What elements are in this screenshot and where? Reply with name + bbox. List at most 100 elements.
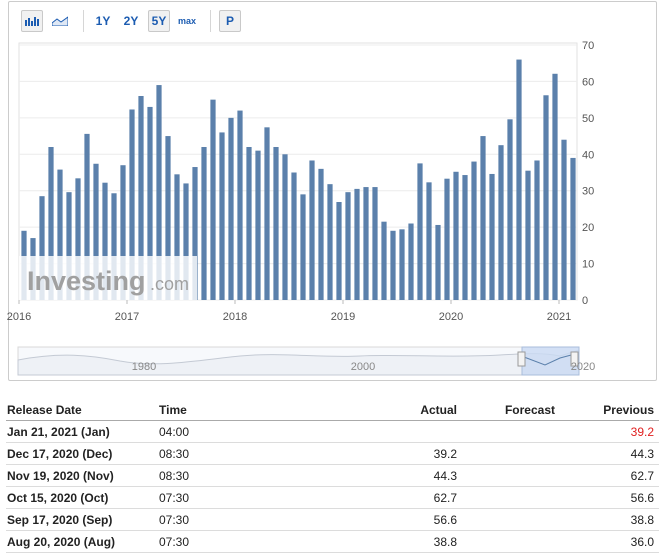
range-5y-button[interactable]: 5Y (148, 10, 170, 32)
bar[interactable] (192, 167, 198, 300)
navigator-label-2000: 2000 (351, 361, 375, 373)
range-2y-button[interactable]: 2Y (123, 14, 139, 28)
bar[interactable] (219, 132, 225, 300)
bar[interactable] (543, 95, 549, 301)
bar[interactable] (129, 109, 135, 300)
header-release-date[interactable]: Release Date (7, 402, 82, 417)
bar[interactable] (399, 229, 405, 300)
y-tick-label: 50 (582, 113, 594, 125)
bar[interactable] (246, 147, 252, 300)
bar[interactable] (462, 175, 468, 300)
bar[interactable] (327, 184, 333, 300)
release-date: Jan 21, 2021 (Jan) (7, 424, 110, 439)
bar[interactable] (156, 85, 162, 300)
previous-value: 56.6 (630, 490, 654, 505)
bar[interactable] (354, 188, 360, 300)
x-tick-label: 2021 (547, 311, 571, 323)
bar[interactable] (273, 147, 279, 300)
print-button[interactable]: P (219, 10, 241, 32)
range-max-button[interactable]: max (177, 16, 196, 26)
bar[interactable] (228, 117, 234, 300)
navigator-right-handle[interactable] (570, 351, 579, 367)
bar[interactable] (75, 178, 81, 300)
bar[interactable] (300, 194, 306, 300)
x-tick-label: 2016 (7, 311, 31, 323)
actual-value: 38.8 (433, 534, 457, 549)
bar[interactable] (147, 106, 153, 300)
bar[interactable] (372, 187, 378, 300)
bar[interactable] (39, 196, 45, 300)
bar[interactable] (183, 183, 189, 300)
bar[interactable] (417, 163, 423, 300)
header-previous[interactable]: Previous (603, 402, 654, 417)
bar[interactable] (165, 136, 171, 300)
bar[interactable] (453, 171, 459, 300)
bar-chart-icon[interactable] (21, 10, 43, 32)
release-date: Oct 15, 2020 (Oct) (7, 490, 109, 505)
area-chart-icon[interactable] (49, 10, 71, 32)
watermark-text: Investing (27, 266, 146, 296)
table-row: Sep 17, 2020 (Sep) 07:30 56.6 38.8 (6, 509, 659, 531)
range-navigator[interactable]: 1980 2000 2020 (17, 346, 595, 376)
bar[interactable] (363, 187, 369, 300)
bar[interactable] (282, 154, 288, 300)
navigator-label-1980: 1980 (132, 361, 156, 373)
bar[interactable] (345, 192, 351, 300)
bar[interactable] (84, 133, 90, 300)
bar[interactable] (93, 163, 99, 300)
bar[interactable] (570, 157, 576, 300)
y-tick-label: 70 (582, 40, 594, 52)
bar[interactable] (255, 150, 261, 300)
bar[interactable] (336, 202, 342, 300)
previous-value: 44.3 (630, 446, 654, 461)
bar[interactable] (201, 147, 207, 300)
bar[interactable] (498, 145, 504, 300)
actual-value: 56.6 (433, 512, 457, 527)
table-row: Aug 20, 2020 (Aug) 07:30 38.8 36.0 (6, 531, 659, 553)
bar[interactable] (534, 160, 540, 300)
bar[interactable] (381, 221, 387, 300)
bar[interactable] (120, 165, 126, 300)
bar[interactable] (291, 172, 297, 301)
release-time: 07:30 (159, 512, 190, 527)
bar[interactable] (57, 169, 63, 300)
bar[interactable] (408, 223, 414, 301)
bar[interactable] (444, 178, 450, 300)
bar[interactable] (48, 147, 54, 300)
bar[interactable] (210, 99, 216, 301)
bar[interactable] (516, 59, 522, 301)
header-forecast[interactable]: Forecast (504, 402, 555, 417)
bar[interactable] (525, 170, 531, 300)
bar[interactable] (435, 224, 441, 300)
bar[interactable] (480, 136, 486, 300)
bar[interactable] (471, 161, 477, 300)
previous-value: 39.2 (630, 424, 654, 439)
bar[interactable] (390, 230, 396, 300)
y-tick-label: 10 (582, 259, 594, 271)
x-axis: 2016 2017 2018 2019 2020 2021 (7, 300, 571, 323)
y-tick-label: 40 (582, 149, 594, 161)
bar[interactable] (237, 110, 243, 300)
release-date: Dec 17, 2020 (Dec) (7, 446, 113, 461)
toolbar-divider (210, 10, 211, 32)
bar[interactable] (264, 127, 270, 300)
area-chart-glyph (52, 16, 68, 26)
bar[interactable] (111, 193, 117, 300)
bar[interactable] (318, 168, 324, 300)
bar[interactable] (507, 119, 513, 300)
x-tick-label: 2020 (439, 311, 463, 323)
navigator-left-handle[interactable] (517, 351, 526, 367)
bar[interactable] (102, 182, 108, 300)
bar[interactable] (66, 192, 72, 300)
header-actual[interactable]: Actual (420, 402, 457, 417)
bar[interactable] (174, 174, 180, 300)
bar[interactable] (309, 160, 315, 300)
bar[interactable] (489, 173, 495, 300)
range-1y-button[interactable]: 1Y (95, 14, 111, 28)
bar[interactable] (426, 182, 432, 300)
bar[interactable] (552, 73, 558, 301)
bar[interactable] (138, 96, 144, 300)
header-time[interactable]: Time (159, 402, 187, 417)
bar[interactable] (561, 139, 567, 300)
